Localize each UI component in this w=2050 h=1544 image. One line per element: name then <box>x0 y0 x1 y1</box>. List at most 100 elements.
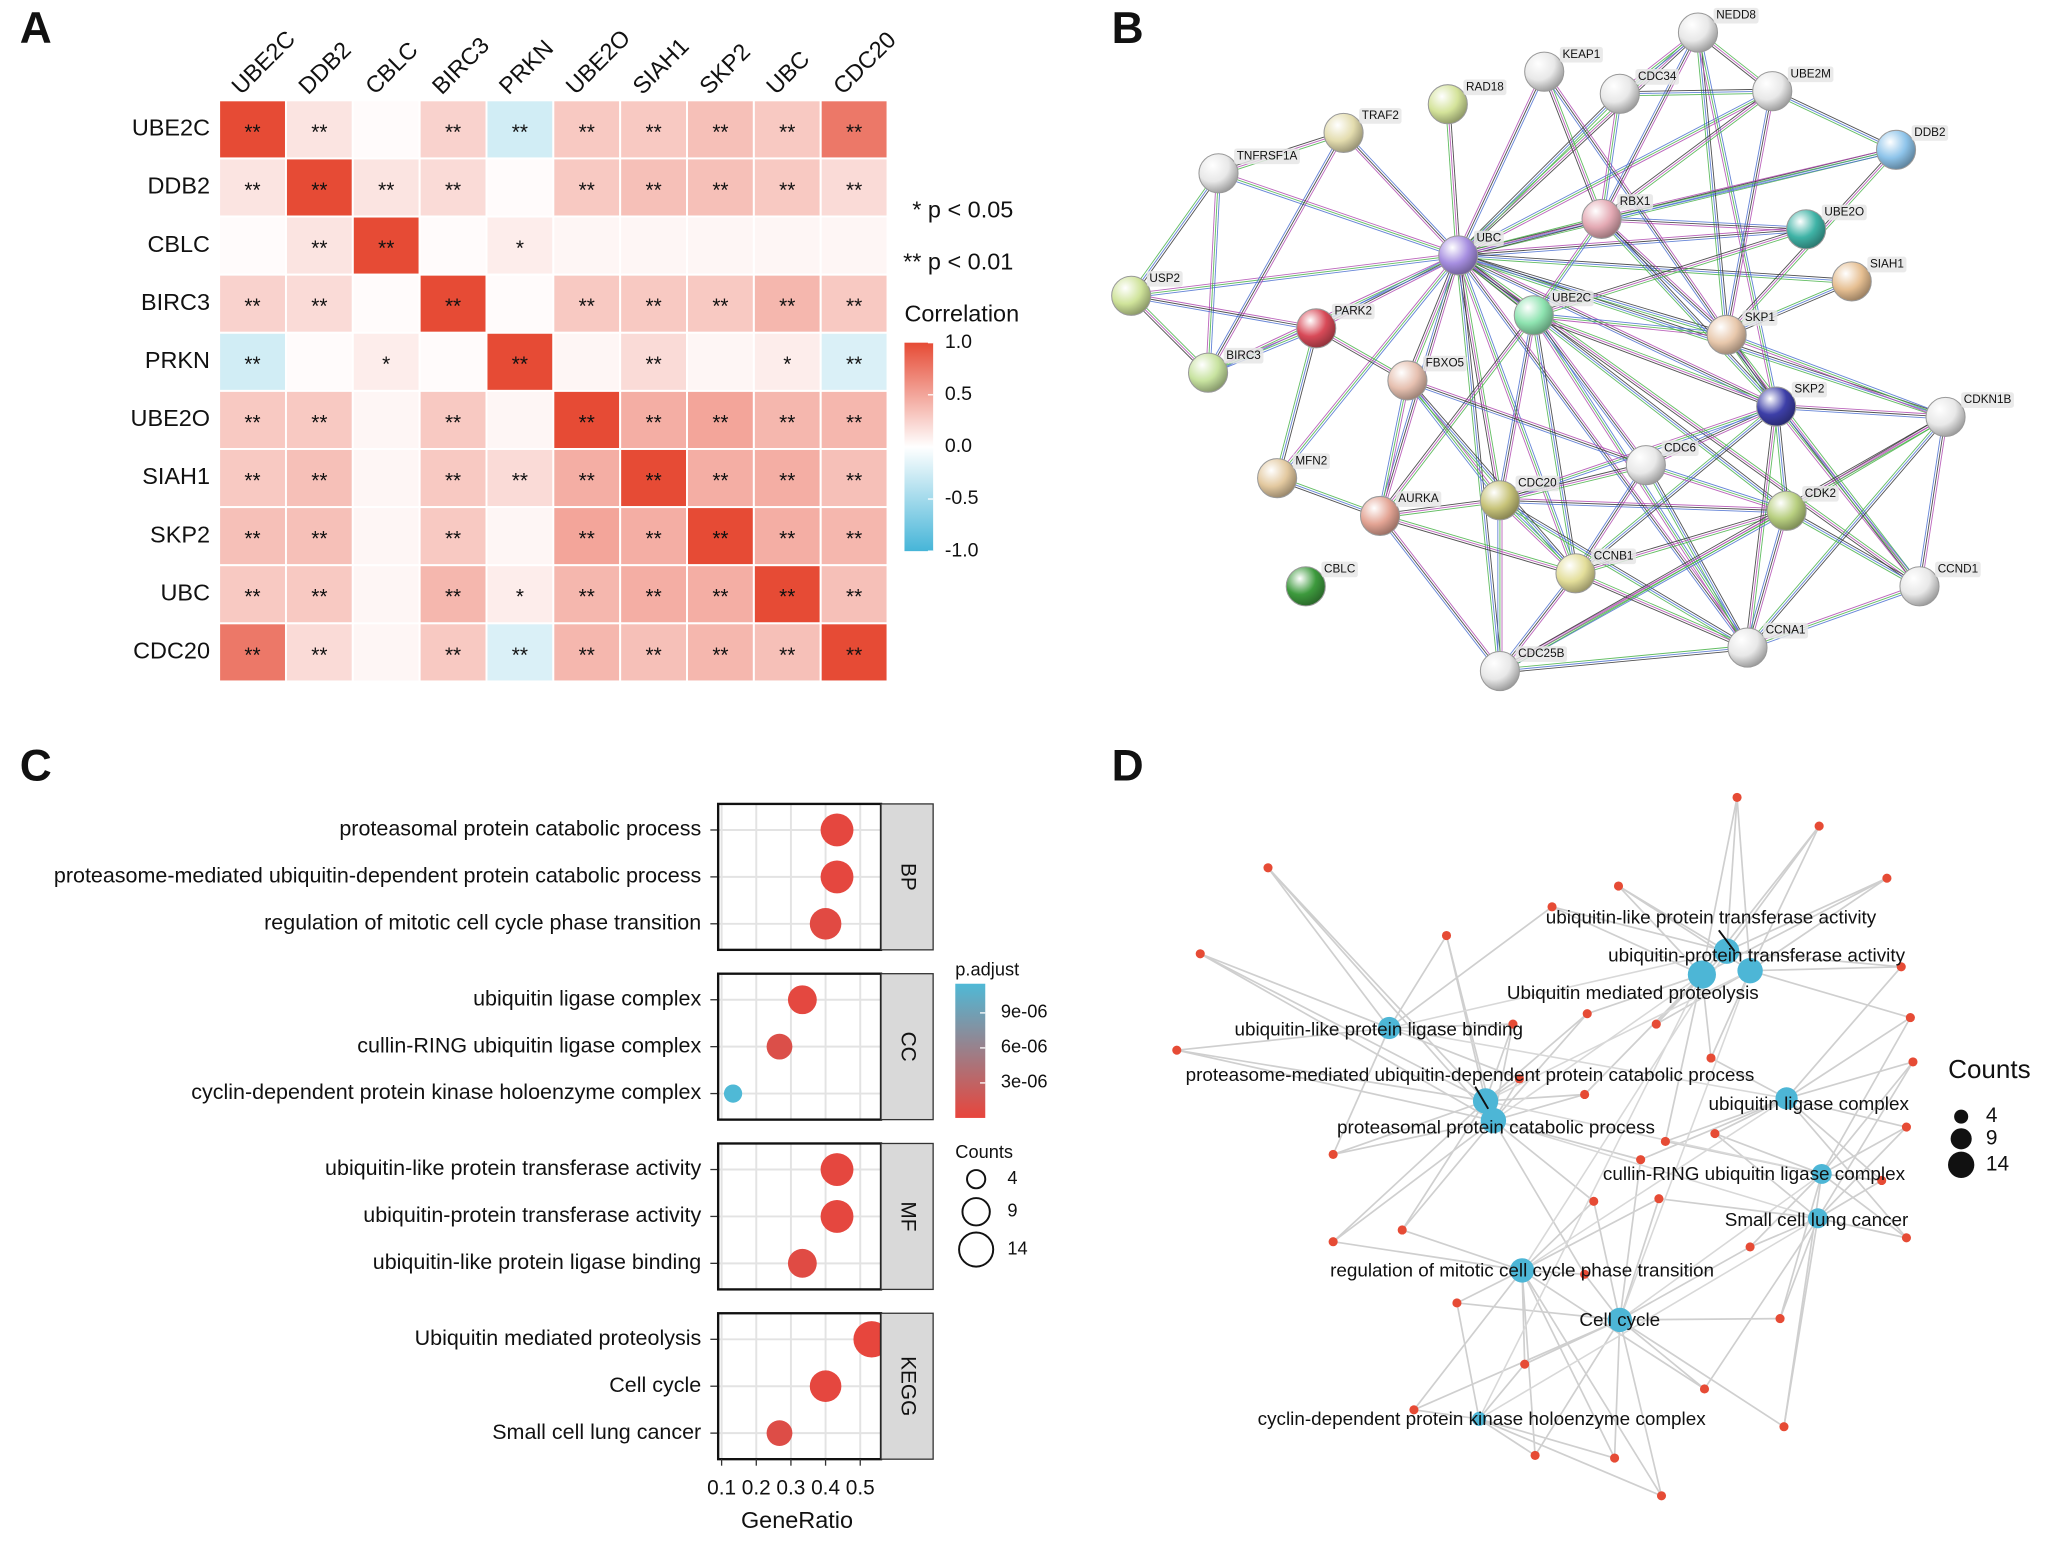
significance: ** <box>445 586 461 609</box>
edge <box>1664 974 1703 1142</box>
size-key <box>966 1169 987 1190</box>
x-axis-title: GeneRatio <box>741 1507 853 1533</box>
edge <box>1405 381 1575 575</box>
heatmap-cell <box>485 564 555 625</box>
legend-title: Counts <box>1948 1054 2031 1084</box>
panel-label: D <box>1112 741 1144 790</box>
label-background <box>1559 46 1603 63</box>
gene-node <box>1710 1129 1720 1139</box>
edge <box>1218 172 1459 256</box>
edge <box>1779 1217 1819 1319</box>
edge <box>1499 315 1535 501</box>
x-tick-label: 0.4 <box>811 1477 840 1500</box>
gene-node <box>1582 1009 1592 1019</box>
gene-node <box>1660 1136 1670 1146</box>
row-label: DDB2 <box>147 173 210 199</box>
edge <box>1601 216 1807 228</box>
significance: ** <box>846 295 862 318</box>
heatmap-cell <box>284 99 354 160</box>
label-background <box>1515 475 1560 492</box>
protein-node <box>1438 235 1479 276</box>
heatmap-cell <box>218 564 287 625</box>
label-background <box>1549 290 1594 307</box>
significance: ** <box>244 469 260 492</box>
dot <box>809 1370 842 1403</box>
gene-node <box>1779 1422 1789 1432</box>
edge <box>1749 969 1911 1019</box>
heatmap-cell <box>552 215 622 276</box>
edge <box>1388 935 1448 1029</box>
protein-node <box>1323 112 1364 153</box>
heatmap-cell <box>552 622 622 683</box>
edge <box>1619 92 1773 97</box>
edge <box>1219 170 1460 254</box>
significance: ** <box>712 411 728 434</box>
label-background <box>1713 7 1759 24</box>
size-key <box>1948 1151 1975 1179</box>
edge <box>1535 313 1648 465</box>
edge <box>1710 1057 1787 1100</box>
protein-label: AURKA <box>1398 492 1439 505</box>
colorbar-tick-label: 9e-06 <box>1001 1001 1048 1022</box>
edge <box>1619 970 1751 1321</box>
heatmap-cell <box>351 157 421 218</box>
protein-node <box>1187 352 1229 393</box>
edge <box>1599 93 1619 219</box>
gene-node <box>1706 1053 1716 1063</box>
significance: ** <box>445 469 461 492</box>
label-background <box>1802 486 1839 502</box>
gene-node <box>1613 881 1624 891</box>
facet-label: KEGG <box>897 1356 920 1416</box>
heatmap-cell <box>351 389 421 450</box>
edge <box>1457 93 1621 256</box>
edge <box>1275 253 1457 478</box>
row-label: UBC <box>161 579 211 605</box>
edge <box>1498 414 1945 670</box>
edge <box>1457 147 1896 254</box>
significance: ** <box>846 411 862 434</box>
heatmap-cell <box>686 273 755 334</box>
term-label: ubiquitin ligase complex <box>473 986 701 1010</box>
edge <box>1457 256 1776 409</box>
protein-label: SKP2 <box>1794 383 1824 396</box>
edge <box>1772 90 1897 151</box>
protein-node <box>1625 445 1666 486</box>
term-node <box>1687 960 1716 989</box>
edge <box>1541 72 1601 220</box>
edge <box>1457 88 1772 254</box>
edge <box>1726 950 1902 968</box>
edge <box>1493 1119 1641 1161</box>
edge <box>1176 1027 1390 1052</box>
edge <box>1413 1408 1480 1420</box>
gene-node <box>1195 949 1205 959</box>
edge <box>1618 1159 1642 1321</box>
label-background <box>1911 125 1949 141</box>
edge <box>1727 282 1853 338</box>
significance: ** <box>779 179 795 202</box>
gene-node <box>1508 1019 1518 1029</box>
dot <box>809 907 842 940</box>
gene-node <box>1409 1405 1419 1415</box>
significance: ** <box>579 295 595 318</box>
edge <box>1493 1119 1819 1220</box>
dot <box>787 1248 817 1278</box>
label-background <box>1292 453 1330 470</box>
edge <box>1771 92 1896 153</box>
gene-node <box>1514 1074 1525 1084</box>
term-label: proteasome-mediated ubiquitin-dependent … <box>1186 1065 1755 1086</box>
edge <box>1276 328 1317 479</box>
edge <box>1575 464 1647 574</box>
edge <box>1785 1097 1908 1239</box>
heatmap-cell <box>485 273 555 334</box>
heatmap-cell <box>418 506 488 567</box>
term-label: Cell cycle <box>1579 1310 1660 1331</box>
edge <box>1603 94 1623 220</box>
edge <box>1658 1197 1818 1220</box>
edge <box>1130 252 1459 295</box>
edge <box>1697 32 1728 335</box>
edge <box>1484 1023 1514 1102</box>
edge <box>1381 316 1536 518</box>
colorbar-tick-label: -1.0 <box>945 539 979 561</box>
column-label: DDB2 <box>293 37 356 100</box>
heatmap-cell <box>686 622 755 683</box>
